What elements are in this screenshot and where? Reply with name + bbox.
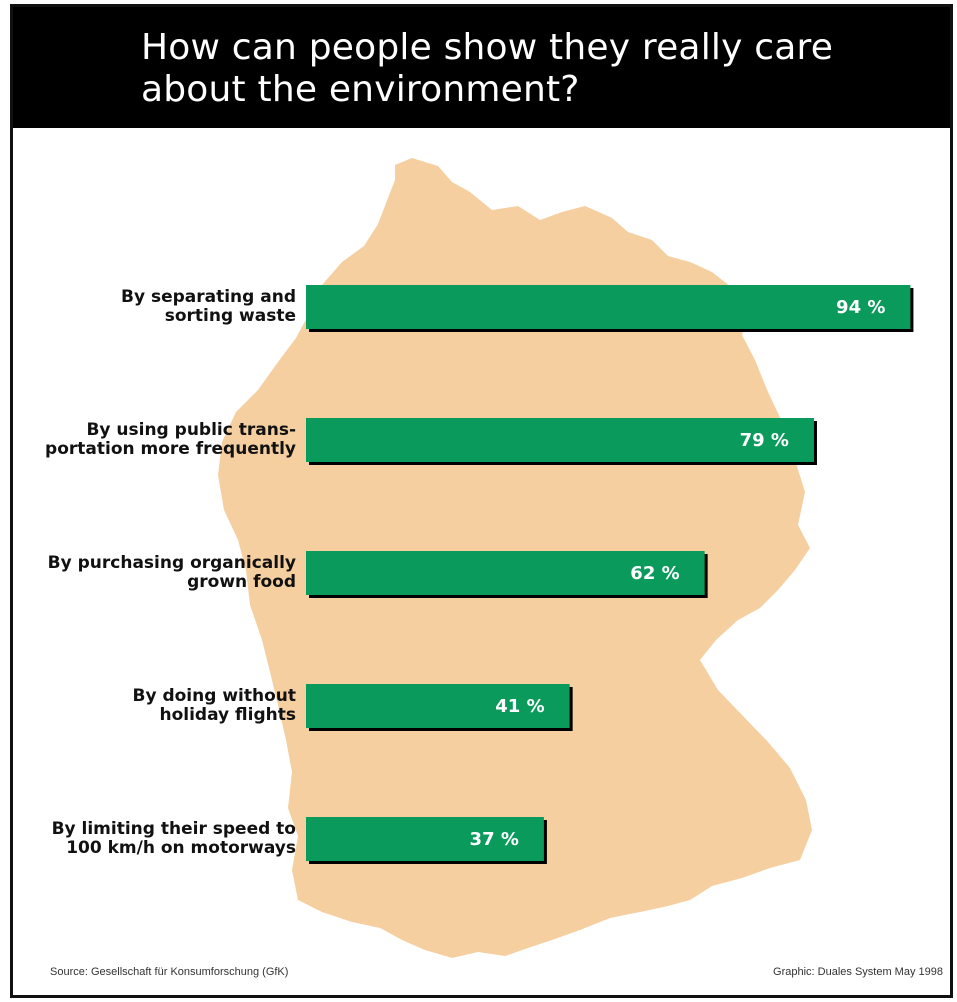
category-label: By purchasing organically grown food bbox=[48, 553, 296, 592]
bar bbox=[306, 817, 544, 861]
category-label: By limiting their speed to 100 km/h on mo… bbox=[52, 819, 296, 858]
bar bbox=[306, 684, 570, 728]
chart-title: How can people show they really care abo… bbox=[141, 27, 834, 110]
title-bar: How can people show they really care abo… bbox=[13, 7, 950, 128]
graphic-credit: Graphic: Duales System May 1998 bbox=[773, 966, 943, 978]
bar bbox=[306, 418, 814, 462]
value-label: 62 % bbox=[630, 563, 679, 584]
value-label: 37 % bbox=[470, 829, 519, 850]
value-label: 41 % bbox=[495, 696, 544, 717]
bar bbox=[306, 551, 705, 595]
source-note: Source: Gesellschaft für Konsumforschung… bbox=[50, 966, 289, 978]
category-label: By doing without holiday flights bbox=[133, 686, 297, 725]
value-label: 79 % bbox=[740, 430, 789, 451]
value-label: 94 % bbox=[836, 297, 885, 318]
category-label: By separating and sorting waste bbox=[121, 287, 296, 326]
bars-group: 94 % By separating and sorting waste 79 % By… bbox=[45, 285, 914, 864]
category-label: By using public trans-portation more fre… bbox=[45, 420, 296, 459]
bar bbox=[306, 285, 911, 329]
